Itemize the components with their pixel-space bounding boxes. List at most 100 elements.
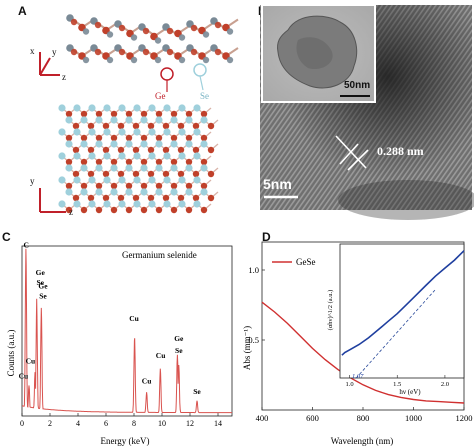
ge-atom (177, 146, 185, 154)
se-atom (148, 176, 156, 184)
inset-x-label: hν (eV) (399, 388, 421, 396)
ge-atom (95, 110, 103, 118)
peak-label: C (23, 241, 28, 250)
se-atom (130, 56, 138, 64)
ge-atom (170, 206, 178, 214)
ge-atom (110, 110, 118, 118)
ge-atom (102, 146, 110, 154)
gese-side-view-layers (66, 14, 239, 64)
se-atom (185, 116, 193, 124)
lattice-spacing-marker (335, 135, 369, 171)
se-atom (200, 164, 208, 172)
se-atom (58, 152, 66, 160)
se-atom (73, 104, 81, 112)
ge-atom (132, 170, 140, 178)
inset-x-tick-label: 1.0 (345, 381, 353, 388)
ge-atom (102, 194, 110, 202)
se-atom (226, 56, 234, 64)
ge-atom (110, 134, 118, 142)
ge-atom (200, 110, 208, 118)
ge-atom (80, 206, 88, 214)
inset-y-label: (αhν)^1/2 (a.u.) (327, 290, 334, 331)
se-atom (226, 28, 234, 35)
se-atom (125, 164, 133, 172)
se-atom (154, 37, 162, 44)
se-atom (103, 128, 111, 136)
se-atom (88, 152, 96, 160)
se-atom (103, 104, 111, 112)
axis-z-label-bottom: z (69, 207, 73, 217)
se-atom (65, 188, 73, 196)
x-tick-label: 10 (158, 419, 166, 428)
se-atom (58, 200, 66, 208)
se-atom (170, 116, 178, 124)
se-atom (155, 164, 163, 172)
ge-atom (192, 170, 200, 178)
ge-atom (110, 158, 118, 166)
ge-atom (155, 110, 163, 118)
ge-atom (177, 170, 185, 178)
peak-label: Cu (156, 351, 166, 360)
ge-atom (162, 122, 170, 130)
ge-atom (190, 48, 198, 56)
se-atom (110, 188, 118, 196)
ge-atom (94, 48, 102, 56)
se-atom (82, 28, 90, 35)
se-atom (202, 31, 210, 38)
x-tick-label: 6 (104, 419, 108, 428)
ge-atom (65, 206, 73, 214)
peak-label: Ge (38, 282, 48, 291)
se-atom (148, 128, 156, 136)
ge-atom (95, 158, 103, 166)
ge-atom (200, 134, 208, 142)
se-atom (170, 188, 178, 196)
x-tick-label: 14 (214, 419, 222, 428)
inset-frame (339, 243, 465, 379)
x-tick-label: 1000 (405, 413, 422, 423)
se-atom (163, 152, 171, 160)
ge-atom (166, 48, 174, 56)
se-atom (185, 164, 193, 172)
se-marker (193, 63, 207, 77)
se-atom (193, 104, 201, 112)
se-atom (110, 116, 118, 124)
ge-atom (140, 206, 148, 214)
ge-atom (95, 182, 103, 190)
ge-atom (117, 146, 125, 154)
se-atom (80, 164, 88, 172)
se-atom (193, 152, 201, 160)
ge-atom (166, 27, 174, 35)
ge-atom (155, 158, 163, 166)
ge-atom (125, 110, 133, 118)
crystal-structure-diagram: x y z Ge Se y z (30, 14, 239, 217)
ge-atom (170, 134, 178, 142)
ge-atom (95, 206, 103, 214)
absorption-line (261, 301, 465, 404)
se-atom (110, 140, 118, 148)
ge-atom (207, 122, 215, 130)
panel-c: C 0 2 4 6 8 10 12 14 C Ge Se Ge Se Cu Cu Cu Cu Cu Ge Se Se E… (0, 228, 240, 447)
ge-atom (118, 48, 126, 56)
se-atom (202, 56, 210, 64)
chart-legend-text: Germanium selenide (122, 250, 197, 260)
se-atom (140, 116, 148, 124)
axis-z-label: z (62, 72, 66, 82)
ge-atom (214, 48, 222, 56)
se-atom (73, 128, 81, 136)
ge-atom (70, 48, 78, 56)
peak-label: Cu (19, 372, 29, 381)
se-atom (148, 152, 156, 160)
ge-atom (147, 194, 155, 202)
ge-marker (160, 67, 174, 81)
tauc-plot-inset: 1.0 1.5 2.0 (339, 243, 465, 388)
ge-atom (132, 194, 140, 202)
se-atom (163, 104, 171, 112)
y-tick-label: 1.0 (248, 265, 259, 275)
ge-atom (72, 122, 80, 130)
se-atom (178, 152, 186, 160)
se-atom (178, 56, 186, 64)
se-atom (80, 140, 88, 148)
ge-atom (80, 110, 88, 118)
ge-atom (117, 122, 125, 130)
